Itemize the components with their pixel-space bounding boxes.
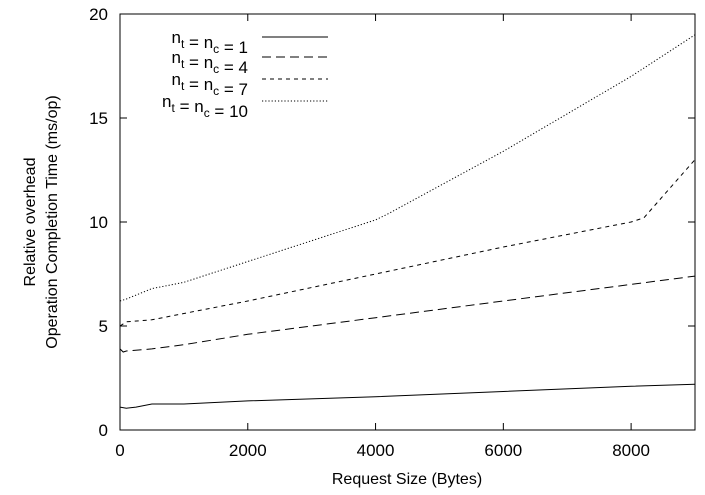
legend-label-1: nt = nc = 1 [172, 28, 249, 57]
y-axis-label-line-1: Relative overhead [22, 158, 39, 287]
legend-label-3: nt = nc = 7 [172, 70, 249, 99]
x-tick-label: 6000 [484, 441, 522, 460]
y-axis-label-line-2: Operation Completion Time (ms/op) [44, 95, 61, 348]
x-tick-label: 2000 [229, 441, 267, 460]
axis-ticks: 0 2000 4000 6000 8000 0 5 10 15 20 [89, 5, 695, 460]
legend-label-2: nt = nc = 4 [172, 48, 249, 77]
y-tick-label: 20 [89, 5, 108, 24]
series-line-3 [119, 159, 696, 327]
series-layer [119, 34, 696, 409]
y-tick-label: 15 [89, 109, 108, 128]
x-tick-label: 8000 [612, 441, 650, 460]
x-axis-label: Request Size (Bytes) [332, 471, 482, 488]
legend: nt = nc = 1nt = nc = 4nt = nc = 7nt = nc… [162, 28, 328, 121]
y-tick-label: 5 [99, 317, 108, 336]
x-tick-label: 4000 [357, 441, 395, 460]
y-tick-label: 0 [99, 421, 108, 440]
series-line-1 [119, 383, 696, 409]
series-line-2 [119, 275, 696, 353]
legend-label-4: nt = nc = 10 [162, 92, 248, 121]
x-tick-label: 0 [115, 441, 124, 460]
series-line-4 [119, 34, 696, 302]
y-tick-label: 10 [89, 213, 108, 232]
